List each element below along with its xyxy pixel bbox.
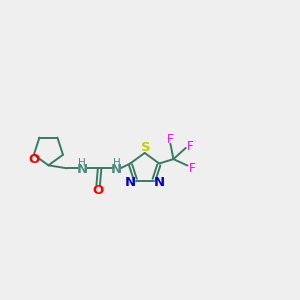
Text: H: H xyxy=(113,158,121,168)
Text: F: F xyxy=(187,140,194,153)
Text: N: N xyxy=(153,176,165,189)
Text: N: N xyxy=(111,163,122,176)
Text: N: N xyxy=(125,176,136,189)
Text: O: O xyxy=(28,153,40,166)
Text: F: F xyxy=(167,133,174,146)
Text: N: N xyxy=(76,163,88,176)
Text: S: S xyxy=(141,141,151,154)
Text: O: O xyxy=(93,184,104,197)
Text: F: F xyxy=(189,162,195,175)
Text: H: H xyxy=(78,158,86,168)
